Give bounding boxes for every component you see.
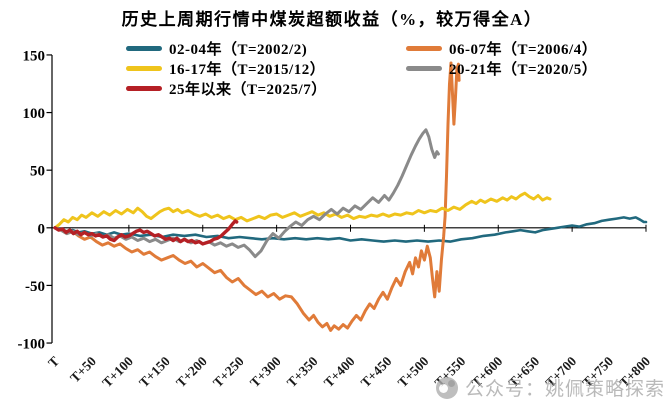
x-tick-label: T+450 bbox=[358, 353, 395, 390]
x-tick-label: T+700 bbox=[543, 353, 580, 390]
x-tick-label: T+350 bbox=[284, 353, 321, 390]
x-tick-label: T+300 bbox=[247, 353, 284, 390]
legend-label-06-07: 06-07年（T=2006/4） bbox=[449, 41, 598, 58]
series-line-20-21 bbox=[53, 128, 440, 259]
x-tick-label: T+750 bbox=[579, 353, 616, 390]
x-tick-label: T+200 bbox=[173, 353, 210, 390]
x-tick-label: T bbox=[45, 354, 62, 371]
y-axis-labels: 150 100 50 0 -50 -100 bbox=[18, 48, 46, 352]
legend-item-02-04: 02-04年（T=2002/2) bbox=[126, 39, 308, 58]
legend-swatch-02-04 bbox=[126, 45, 162, 51]
y-tick-label: -100 bbox=[18, 337, 46, 353]
x-tick-label: T+550 bbox=[432, 353, 469, 390]
legend-swatch-25 bbox=[126, 85, 162, 91]
y-tick-label: 50 bbox=[30, 164, 45, 180]
legend-item-20-21: 20-21年（T=2020/5） bbox=[406, 59, 598, 78]
x-tick-label: T+500 bbox=[395, 353, 432, 390]
y-tick-label: 100 bbox=[23, 106, 46, 122]
legend-label-20-21: 20-21年（T=2020/5） bbox=[449, 61, 598, 78]
chart-title: 历史上周期行情中煤炭超额收益（%，较万得全A） bbox=[121, 10, 543, 29]
x-axis-labels: T T+50 T+100 T+150 T+200 T+250 T+300 T+350 T+400… bbox=[45, 353, 653, 390]
x-tick-label: T+400 bbox=[321, 353, 358, 390]
series-line-02-04 bbox=[53, 216, 648, 243]
series-line-06-07 bbox=[53, 61, 461, 332]
y-tick-label: -50 bbox=[25, 279, 45, 295]
axes bbox=[46, 54, 647, 344]
x-tick-label: T+50 bbox=[67, 353, 99, 385]
legend-item-25: 25年以来（T=2025/7） bbox=[126, 79, 327, 98]
x-tick-label: T+100 bbox=[99, 353, 136, 390]
series-line-25 bbox=[53, 219, 239, 246]
y-tick-label: 150 bbox=[23, 48, 46, 64]
legend-item-06-07: 06-07年（T=2006/4） bbox=[406, 39, 598, 58]
x-tick-label: T+650 bbox=[506, 353, 543, 390]
legend-item-16-17: 16-17年（T=2015/12） bbox=[126, 59, 326, 78]
y-tick-label: 0 bbox=[38, 221, 46, 237]
x-tick-label: T+150 bbox=[136, 353, 173, 390]
x-tick-label: T+600 bbox=[469, 353, 506, 390]
legend-label-02-04: 02-04年（T=2002/2) bbox=[169, 41, 308, 58]
legend-swatch-06-07 bbox=[406, 45, 442, 51]
x-tick-label: T+800 bbox=[616, 353, 653, 390]
legend-label-25: 25年以来（T=2025/7） bbox=[169, 81, 327, 98]
legend-label-16-17: 16-17年（T=2015/12） bbox=[169, 61, 326, 78]
legend-swatch-16-17 bbox=[126, 65, 162, 71]
legend-swatch-20-21 bbox=[406, 65, 442, 71]
x-tick-label: T+250 bbox=[210, 353, 247, 390]
series-line-16-17 bbox=[53, 191, 552, 230]
